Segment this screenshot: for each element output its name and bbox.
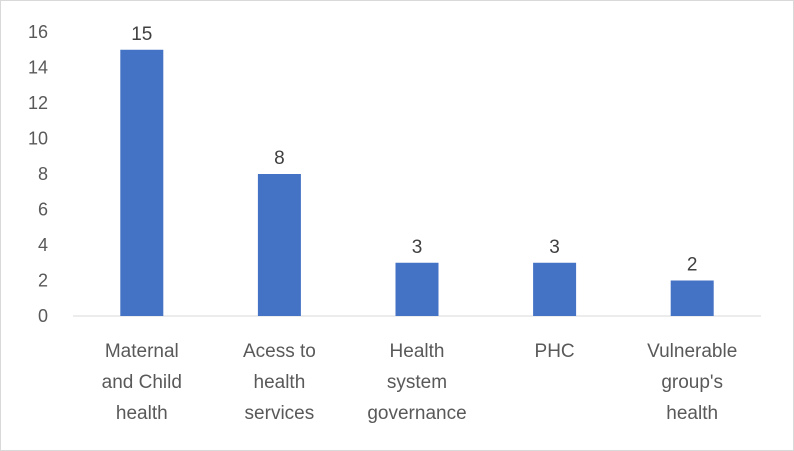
data-label: 3 bbox=[549, 237, 560, 258]
category-label-line: health bbox=[666, 403, 718, 424]
category-label-line: health bbox=[116, 403, 168, 424]
category-label-line: Health bbox=[390, 341, 445, 362]
y-tick-label: 12 bbox=[28, 93, 48, 113]
category-label-line: Vulnerable bbox=[647, 341, 737, 362]
y-tick-label: 0 bbox=[38, 306, 48, 326]
category-label-line: group's bbox=[661, 372, 723, 393]
data-label: 15 bbox=[131, 24, 152, 45]
bar bbox=[670, 280, 714, 316]
category-label: Vulnerable group's health bbox=[647, 341, 737, 424]
category-label: Maternal and Child health bbox=[102, 341, 182, 424]
y-tick-label: 4 bbox=[38, 235, 48, 255]
category-label-line: Acess to bbox=[243, 341, 316, 362]
category-label-line: system bbox=[387, 372, 447, 393]
y-tick-label: 8 bbox=[38, 164, 48, 184]
category-label: Acess to health services bbox=[243, 341, 316, 424]
category-label: PHC bbox=[535, 341, 575, 362]
bar bbox=[395, 262, 439, 316]
bar bbox=[120, 49, 164, 316]
category-label-line: health bbox=[254, 372, 306, 393]
category-label-line: governance bbox=[367, 403, 466, 424]
y-tick-label: 6 bbox=[38, 200, 48, 220]
y-tick-label: 14 bbox=[28, 58, 48, 78]
data-label: 8 bbox=[274, 148, 285, 169]
category-label-line: Maternal bbox=[105, 341, 179, 362]
y-tick-label: 16 bbox=[28, 22, 48, 42]
y-tick-label: 10 bbox=[28, 129, 48, 149]
category-label-line: and Child bbox=[102, 372, 182, 393]
category-label: Health system governance bbox=[367, 341, 466, 424]
y-tick-label: 2 bbox=[38, 271, 48, 291]
category-label-line: services bbox=[245, 403, 315, 424]
data-label: 2 bbox=[687, 255, 698, 276]
bar bbox=[533, 262, 577, 316]
bar bbox=[257, 174, 301, 316]
data-label: 3 bbox=[412, 237, 423, 258]
category-label-line: PHC bbox=[535, 341, 575, 362]
